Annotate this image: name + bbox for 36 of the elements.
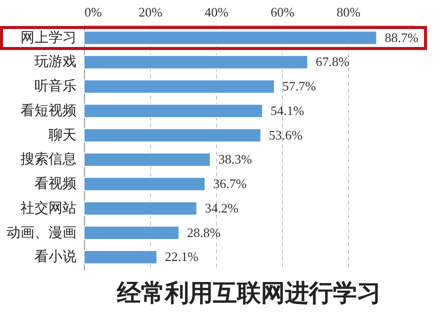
bar (84, 128, 262, 143)
bar (84, 79, 275, 94)
data-label: 67.8% (316, 54, 350, 70)
data-label: 28.8% (187, 224, 221, 240)
x-tick-label: 0% (84, 4, 102, 20)
y-tick-label: 玩游戏 (34, 53, 76, 70)
bar (84, 152, 211, 167)
y-tick-label: 搜索信息 (20, 150, 76, 167)
bar (84, 226, 180, 240)
text: 经常利用互联网进行学习 (116, 280, 381, 307)
y-tick-label: 网上学习 (20, 28, 76, 45)
data-label: 34.2% (204, 200, 239, 216)
y-tick-label: 看短视频 (20, 102, 76, 118)
bar (84, 201, 198, 216)
y-tick-label: 看视频 (34, 175, 76, 192)
bar (84, 54, 308, 70)
y-tick-label: 看小说 (34, 248, 76, 264)
x-tick-label: 20% (138, 4, 163, 20)
y-tick-label: 动画、漫画 (6, 224, 76, 240)
x-tick-label: 40% (204, 4, 229, 20)
data-label: 88.7% (384, 30, 418, 45)
data-label: 53.6% (268, 127, 303, 142)
data-label: 38.3% (218, 152, 252, 167)
y-tick-label: 听音乐 (34, 78, 76, 94)
bar (84, 30, 378, 45)
bar (84, 250, 158, 264)
y-tick-label: 社交网站 (20, 199, 76, 216)
data-label: 54.1% (270, 102, 304, 118)
bar (84, 176, 206, 192)
bar (84, 104, 264, 118)
data-label: 22.1% (164, 249, 199, 264)
x-tick-label: 80% (336, 4, 361, 20)
y-tick-label: 聊天 (48, 126, 76, 142)
data-label: 36.7% (213, 176, 247, 192)
x-tick-label: 60% (270, 4, 295, 20)
data-label: 57.7% (282, 78, 316, 94)
